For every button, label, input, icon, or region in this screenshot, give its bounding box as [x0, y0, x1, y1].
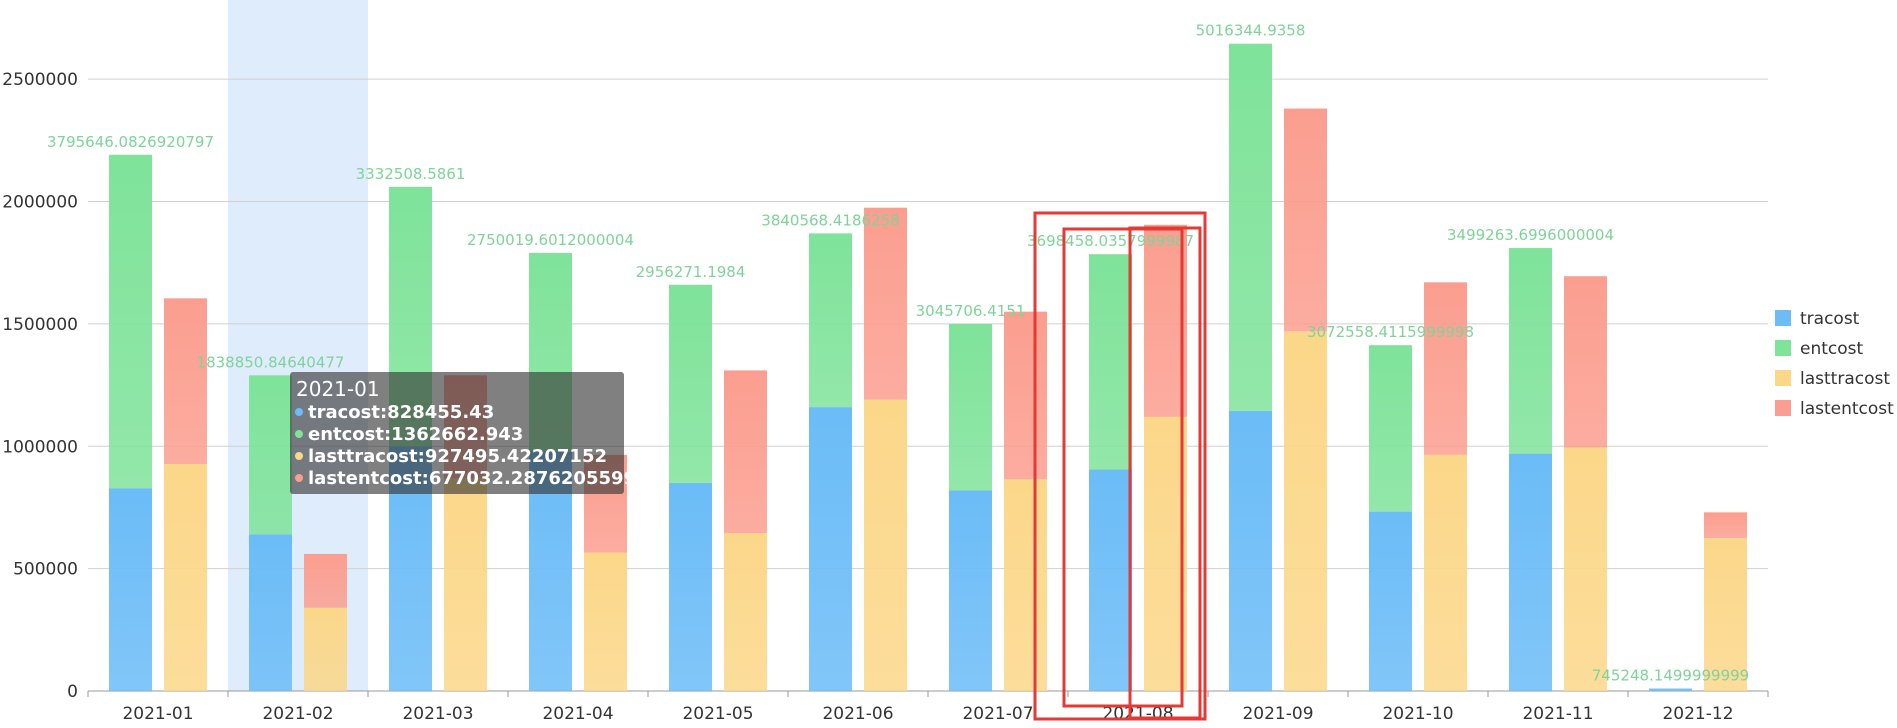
bar-tracost[interactable]	[109, 488, 152, 691]
total-data-label: 3698458.0357999987	[1027, 232, 1194, 250]
y-tick-label: 500000	[13, 560, 78, 580]
tooltip-series-dot	[295, 474, 303, 482]
x-tick-label: 2021-05	[682, 704, 753, 724]
legend-swatch[interactable]	[1775, 400, 1791, 416]
bar-tracost[interactable]	[1089, 469, 1132, 691]
bar-lastentcost[interactable]	[304, 553, 347, 608]
legend-label[interactable]: lastentcost	[1800, 399, 1894, 419]
total-data-label: 3499263.6996000004	[1447, 226, 1614, 244]
bar-entcost[interactable]	[949, 323, 992, 491]
bar-tracost[interactable]	[1509, 453, 1552, 691]
bar-tracost[interactable]	[669, 482, 712, 691]
bar-lasttracost[interactable]	[1704, 538, 1747, 691]
bar-lastentcost[interactable]	[164, 298, 207, 465]
tooltip-series-dot	[295, 430, 303, 438]
bar-lastentcost[interactable]	[1144, 224, 1187, 417]
total-data-label: 3332508.5861	[356, 165, 466, 183]
bar-lasttracost[interactable]	[584, 552, 627, 691]
bar-lastentcost[interactable]	[864, 207, 907, 400]
x-tick-label: 2021-12	[1662, 704, 1733, 724]
bar-lastentcost[interactable]	[1564, 276, 1607, 448]
total-data-label: 3045706.4151	[916, 302, 1026, 320]
bar-lasttracost[interactable]	[1564, 447, 1607, 691]
x-tick-label: 2021-03	[402, 704, 473, 724]
annotation-box	[1062, 227, 1184, 708]
tooltip-line: tracost:828455.43	[308, 402, 494, 423]
y-tick-label: 0	[67, 682, 78, 702]
bar-lasttracost[interactable]	[724, 533, 767, 691]
tooltip-line: entcost:1362662.943	[308, 424, 523, 445]
x-tick-label: 2021-06	[822, 704, 893, 724]
bar-lasttracost[interactable]	[164, 464, 207, 691]
legend-swatch[interactable]	[1775, 370, 1791, 386]
x-tick-label: 2021-09	[1242, 704, 1313, 724]
bar-lastentcost[interactable]	[1004, 311, 1047, 480]
tooltip-series-dot	[295, 408, 303, 416]
bar-entcost[interactable]	[1229, 43, 1272, 411]
bar-tracost[interactable]	[1229, 410, 1272, 691]
tooltip-box	[290, 372, 624, 494]
y-tick-label: 2500000	[2, 70, 78, 90]
bar-lasttracost[interactable]	[1004, 479, 1047, 691]
bar-entcost[interactable]	[809, 233, 852, 408]
bar-entcost[interactable]	[109, 154, 152, 489]
bar-entcost[interactable]	[669, 284, 712, 483]
total-data-label: 3072558.4115999998	[1307, 323, 1474, 341]
tooltip-series-dot	[295, 452, 303, 460]
bar-entcost[interactable]	[1509, 248, 1552, 454]
x-tick-label: 2021-01	[122, 704, 193, 724]
legend-label[interactable]: tracost	[1800, 309, 1860, 329]
bar-entcost[interactable]	[1369, 345, 1412, 512]
y-tick-label: 1500000	[2, 315, 78, 335]
legend-label[interactable]: entcost	[1800, 339, 1864, 359]
x-tick-label: 2021-07	[962, 704, 1033, 724]
bar-lasttracost[interactable]	[1284, 331, 1327, 691]
bar-lasttracost[interactable]	[864, 399, 907, 691]
bar-lastentcost[interactable]	[1424, 282, 1467, 455]
x-tick-label: 2021-04	[542, 704, 613, 724]
bar-lasttracost[interactable]	[304, 607, 347, 691]
bar-lastentcost[interactable]	[1284, 108, 1327, 332]
bar-lastentcost[interactable]	[724, 370, 767, 534]
annotation-box	[1033, 211, 1207, 721]
total-data-label: 2956271.1984	[636, 263, 746, 281]
bar-tracost[interactable]	[1649, 688, 1692, 691]
bar-tracost[interactable]	[249, 534, 292, 691]
total-data-label: 1838850.84640477	[197, 353, 345, 371]
total-data-label: 745248.1499999999	[1592, 667, 1749, 685]
y-tick-label: 1000000	[2, 437, 78, 457]
bar-lasttracost[interactable]	[444, 478, 487, 691]
legend-label[interactable]: lasttracost	[1800, 369, 1890, 389]
bar-tracost[interactable]	[809, 407, 852, 691]
bar-entcost[interactable]	[1089, 254, 1132, 470]
annotation-box	[1128, 226, 1202, 720]
bar-tracost[interactable]	[949, 490, 992, 691]
bar-tracost[interactable]	[1369, 511, 1412, 691]
total-data-label: 5016344.9358	[1196, 22, 1306, 40]
x-tick-label: 2021-11	[1522, 704, 1593, 724]
bar-entcost[interactable]	[249, 375, 292, 535]
total-data-label: 2750019.6012000004	[467, 231, 634, 249]
total-data-label: 3840568.4186258	[761, 211, 899, 229]
y-tick-label: 2000000	[2, 193, 78, 213]
bar-lasttracost[interactable]	[1144, 416, 1187, 691]
x-tick-label: 2021-10	[1382, 704, 1453, 724]
tooltip-title: 2021-01	[296, 377, 380, 401]
bar-lasttracost[interactable]	[1424, 454, 1467, 691]
tooltip-line: lasttracost:927495.42207152	[308, 446, 607, 467]
x-tick-label: 2021-02	[262, 704, 333, 724]
legend-swatch[interactable]	[1775, 340, 1791, 356]
bar-lastentcost[interactable]	[1704, 512, 1747, 539]
total-data-label: 3795646.0826920797	[47, 133, 214, 151]
tooltip-line: lastentcost:677032.2876205599	[308, 468, 636, 489]
legend-swatch[interactable]	[1775, 310, 1791, 326]
